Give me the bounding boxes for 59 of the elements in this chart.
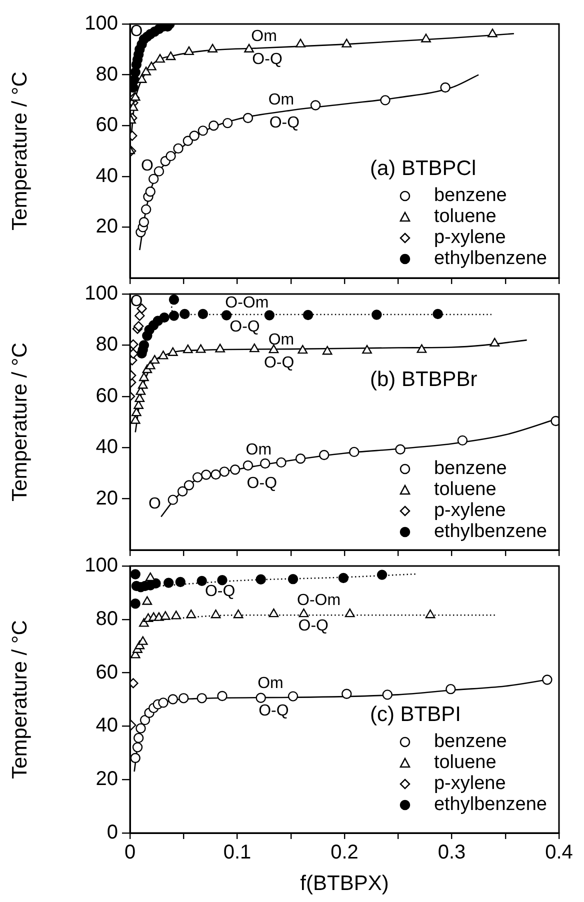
x-tick-label: 0.4 xyxy=(545,842,573,864)
legend-label: toluene xyxy=(434,206,496,228)
x-tick-label: 0 xyxy=(124,842,136,864)
legend-label: toluene xyxy=(434,752,496,774)
y-tick-label: 80 xyxy=(96,334,118,356)
y-tick-label: 60 xyxy=(96,661,118,684)
legend-title: (c) BTBPI xyxy=(370,703,462,727)
annotation: O-Q xyxy=(230,318,260,336)
legend-title: (a) BTBPCl xyxy=(370,157,478,181)
legend-label: ethylbenzene xyxy=(434,520,547,542)
annotation: O-Q xyxy=(246,474,278,492)
y-axis-title: Temperature / °C xyxy=(8,72,32,230)
y-axis-title: Temperature / °C xyxy=(8,620,32,779)
y-tick-label: 100 xyxy=(84,12,118,35)
annotation: O-Q xyxy=(269,114,300,132)
y-axis-title: Temperature / °C xyxy=(8,342,32,502)
annotation: O-Q xyxy=(264,354,294,372)
legend-label: benzene xyxy=(434,184,507,206)
y-tick-label: 0 xyxy=(106,822,118,844)
annotation: O-Om xyxy=(225,294,269,312)
legend-label: p-xylene xyxy=(434,500,506,522)
legend-label: ethylbenzene xyxy=(434,794,547,816)
annotation: O-Q xyxy=(258,702,289,720)
y-tick-label: 60 xyxy=(96,114,118,136)
y-tick-label: 100 xyxy=(84,282,118,305)
x-axis-title: f(BTBPX) xyxy=(300,872,389,896)
y-tick-label: 20 xyxy=(96,768,118,790)
annotation: O-Q xyxy=(204,582,236,600)
y-tick-label: 40 xyxy=(96,714,118,737)
annotation: O xyxy=(130,293,143,310)
annotation: Om xyxy=(268,331,294,348)
y-tick-label: 80 xyxy=(96,63,118,86)
legend-label: toluene xyxy=(434,478,496,500)
legend-label: p-xylene xyxy=(434,226,506,248)
y-tick-label: 20 xyxy=(96,216,118,238)
y-tick-label: 60 xyxy=(96,384,118,407)
annotation: O-Om xyxy=(296,592,341,610)
legend-label: benzene xyxy=(434,458,507,480)
y-tick-label: 20 xyxy=(96,487,118,510)
annotation: O xyxy=(148,495,161,512)
annotation: O xyxy=(140,158,154,175)
x-tick-label: 0.1 xyxy=(223,842,252,864)
x-tick-label: 0.2 xyxy=(330,842,358,864)
legend-label: ethylbenzene xyxy=(434,248,547,270)
y-tick-label: 40 xyxy=(96,164,118,187)
annotation: Om xyxy=(258,674,284,692)
legend-label: p-xylene xyxy=(434,772,506,794)
annotation: Om xyxy=(246,442,272,459)
y-tick-label: 80 xyxy=(96,608,118,630)
y-tick-label: 100 xyxy=(84,554,118,577)
legend-label: benzene xyxy=(434,730,507,752)
x-tick-label: 0.3 xyxy=(438,842,466,864)
annotation: O-Q xyxy=(298,617,329,634)
y-tick-label: 40 xyxy=(96,436,118,458)
annotation: O-Q xyxy=(252,50,282,68)
annotation: O xyxy=(130,23,143,40)
legend-title: (b) BTBPBr xyxy=(370,368,478,392)
annotation: Om xyxy=(251,28,277,46)
annotation: Om xyxy=(268,92,294,109)
